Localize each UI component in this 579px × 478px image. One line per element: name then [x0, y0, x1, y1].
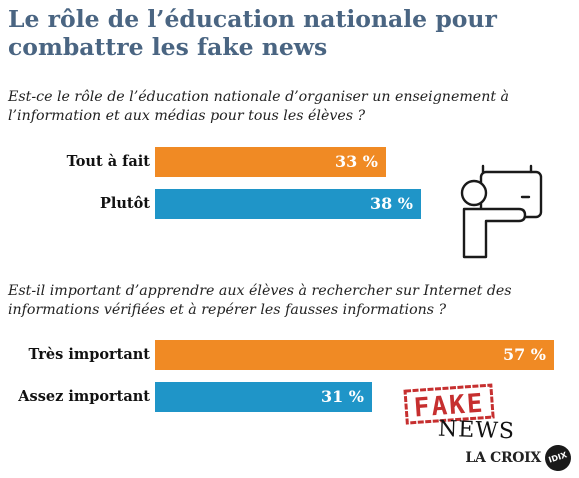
bar-value-label: 31 %	[320, 387, 364, 406]
bar-value-label: 38 %	[369, 194, 413, 213]
bar: 33 %	[155, 147, 386, 177]
page-title: Le rôle de l’éducation nationale pour co…	[8, 5, 497, 61]
bar: 31 %	[155, 382, 372, 412]
la-croix-idix-logo: LA CROIX IDIX	[465, 441, 575, 475]
teacher-at-board-icon	[460, 164, 543, 259]
bar-label: Très important	[28, 346, 150, 363]
fake-stamp-icon: FAKE	[403, 383, 495, 425]
bar-label: Plutôt	[99, 195, 150, 212]
question-2: Est-il important d’apprendre aux élèves …	[8, 283, 512, 318]
logo-badge: IDIX	[541, 441, 575, 475]
bar-label: Tout à fait	[66, 153, 150, 170]
question-1: Est-ce le rôle de l’éducation nationale …	[8, 89, 509, 124]
news-caption: NEWS	[437, 416, 516, 445]
bar-value-label: 33 %	[334, 152, 378, 171]
bar-label: Assez important	[18, 388, 150, 405]
logo-text: LA CROIX	[465, 450, 541, 466]
fake-stamp-text: FAKE	[413, 389, 486, 424]
bar: 57 %	[155, 340, 554, 370]
bar-value-label: 57 %	[502, 345, 546, 364]
bar: 38 %	[155, 189, 421, 219]
